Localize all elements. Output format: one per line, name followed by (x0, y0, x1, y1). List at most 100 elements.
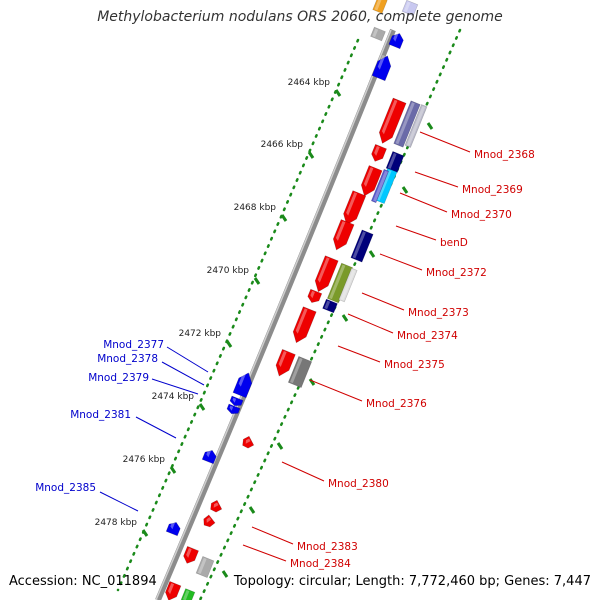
gene-feature-blue-shape (388, 33, 404, 50)
gene-feature-blue (232, 371, 253, 399)
scale-tick (169, 466, 177, 474)
gene-feature-red (292, 306, 317, 344)
gene-feature-red (242, 435, 255, 449)
scale-tick (225, 340, 233, 348)
scale-label: 2472 kbp (179, 329, 222, 339)
gene-feature-blue-edge-shine (373, 170, 388, 202)
dotted-track-1 (116, 38, 360, 592)
scale-label: 2474 kbp (152, 392, 195, 402)
gene-feature-blue-shine (238, 371, 247, 387)
gene-feature-red-shape (378, 97, 407, 144)
gene-label-mnod-2380: Mnod_2380 (328, 478, 389, 490)
gene-label-mnod-2372: Mnod_2372 (426, 267, 487, 279)
gene-feature-red (210, 499, 223, 513)
leader-line (419, 131, 471, 153)
gene-feature-red (378, 97, 407, 144)
gene-feature-red-shape (307, 288, 323, 303)
gene-feature-blue-shine (170, 521, 175, 530)
gene-feature-red-shine (245, 438, 251, 444)
gene-feature-red-shine (381, 99, 398, 135)
gene-feature-blue-shape (165, 522, 181, 537)
gene-label-bend: benD (440, 237, 468, 249)
leader-line (309, 379, 363, 402)
scale-ticks: 2464 kbp 2466 kbp 2468 kbp 2470 kbp 2472 kbp… (95, 78, 434, 578)
gene-feature-blue-shine (393, 32, 399, 42)
gene-feature-red-shape (183, 545, 199, 564)
scale-tick (334, 89, 342, 97)
gene-feature-red (183, 545, 199, 564)
gene-label-mnod-2368: Mnod_2368 (474, 149, 535, 161)
gene-feature-red-shine (363, 167, 374, 187)
gene-feature-red (360, 165, 383, 197)
gene-feature-blue-shine (206, 449, 211, 458)
gene-feature-blue-shape (371, 55, 392, 82)
gene-feature-navy-shine (352, 231, 366, 259)
scale-label: 2478 kbp (95, 518, 138, 528)
gene-feature-red-shine (346, 192, 358, 216)
gene-feature-gray-shape (370, 26, 386, 42)
gene-feature-gray-dark-shine (290, 357, 303, 384)
leader-line (337, 345, 381, 363)
gene-feature-gray-dark (287, 356, 313, 388)
gene-feature-red-shine (295, 308, 308, 334)
gene-feature-red-shine (317, 257, 330, 283)
backbone-line (155, 28, 396, 602)
gene-feature-navy-shape (350, 229, 374, 263)
gene-feature-gray-shape (404, 104, 428, 148)
gene-feature-green (180, 588, 196, 604)
leader-line (347, 313, 394, 334)
gene-feature-top-lilac-shine (403, 1, 411, 13)
gene-feature-red-shape (314, 255, 339, 293)
gene-feature-blue (201, 449, 217, 465)
scale-tick-minor (426, 122, 434, 130)
leader-line (251, 526, 294, 545)
gene-feature-cyan (374, 167, 398, 205)
scale-label: 2476 kbp (123, 455, 166, 465)
gene-feature-red-shape (343, 190, 367, 226)
gene-feature-navy (350, 229, 374, 263)
leader-line (399, 192, 448, 213)
gene-feature-blue-shape (229, 395, 244, 407)
scale-label: 2470 kbp (207, 266, 250, 276)
gene-feature-navy-shine (324, 300, 331, 310)
gene-feature-top-orange (372, 0, 388, 14)
gene-feature-top-orange-shape (372, 0, 388, 14)
gene-feature-gray-shine (197, 557, 207, 574)
gene-feature-cyan-shine (376, 169, 392, 201)
gene-feature-red-shape (242, 435, 255, 449)
gene-label-mnod-2385: Mnod_2385 (35, 482, 96, 494)
gene-feature-red (343, 190, 367, 226)
gene-feature-blue-edge-shape (370, 168, 390, 204)
gene-feature-gray (195, 556, 215, 578)
gene-label-mnod-2377: Mnod_2377 (103, 339, 164, 351)
gene-label-mnod-2384: Mnod_2384 (290, 558, 351, 570)
gene-feature-navy (385, 151, 405, 173)
gene-feature-blue-shine (232, 397, 237, 403)
scale-label: 2464 kbp (288, 78, 331, 88)
gene-feature-gray (370, 26, 386, 42)
scale-tick-minor (276, 442, 284, 450)
gene-feature-red-shape (203, 514, 216, 528)
gene-feature-red-shine (168, 583, 175, 595)
gene-feature-top-orange-shine (374, 0, 382, 11)
gene-feature-blue (371, 54, 392, 82)
gene-feature-blue (165, 521, 181, 537)
gene-label-mnod-2381: Mnod_2381 (70, 409, 131, 421)
gene-feature-navy-shape (322, 298, 338, 314)
gene-feature-navy-gray-shape (393, 100, 421, 148)
scale-tick-minor (248, 506, 256, 514)
leader-line (414, 171, 459, 188)
leader-line (361, 292, 405, 311)
leader-line (161, 361, 205, 386)
gene-feature-blue-shine (377, 54, 386, 70)
gene-feature-red (371, 143, 387, 162)
gene-feature-red (165, 581, 182, 601)
scale-tick-minor (341, 314, 349, 322)
scale-tick-minor (401, 186, 409, 194)
gene-feature-red-shape (332, 219, 355, 251)
gene-feature-navy-gray-shine (395, 102, 415, 145)
gene-feature-red-shape (360, 165, 383, 197)
gene-feature-red-shine (213, 502, 219, 508)
gene-feature-red (314, 255, 339, 293)
